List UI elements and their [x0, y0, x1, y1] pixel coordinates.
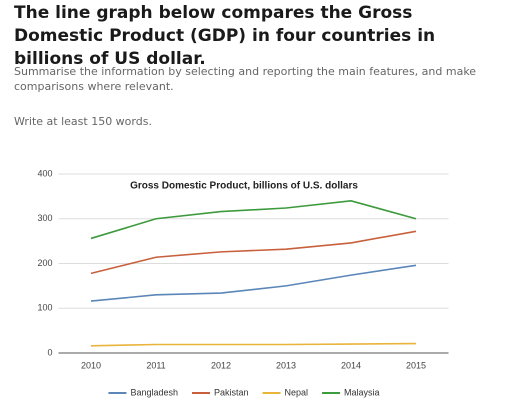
series-line — [90, 200, 417, 240]
legend-label: Malaysia — [344, 387, 380, 397]
x-tick-label: 2012 — [211, 360, 231, 370]
x-tick-label: 2011 — [146, 360, 165, 370]
y-tick-label: 100 — [37, 303, 52, 313]
x-tick-label: 2015 — [406, 360, 426, 370]
y-tick-label: 400 — [37, 168, 52, 178]
x-tick-label: 2010 — [81, 360, 101, 370]
series-line — [90, 230, 417, 275]
series-line — [90, 264, 417, 302]
instructions: Summarise the information by selecting a… — [14, 65, 477, 93]
y-tick-label: 200 — [37, 258, 52, 268]
legend-label: Nepal — [285, 387, 309, 397]
series-line — [90, 342, 417, 347]
legend-label: Pakistan — [214, 387, 249, 397]
x-tick-label: 2013 — [276, 360, 296, 370]
y-tick-label: 300 — [37, 213, 52, 223]
y-tick-label: 0 — [47, 347, 52, 357]
legend-label: Bangladesh — [130, 387, 178, 397]
chart-title: Gross Domestic Product, billions of U.S.… — [130, 181, 358, 192]
heading: The line graph below compares the Gross … — [14, 3, 436, 69]
word-count: Write at least 150 words. — [14, 115, 152, 128]
x-tick-label: 2014 — [341, 360, 361, 370]
